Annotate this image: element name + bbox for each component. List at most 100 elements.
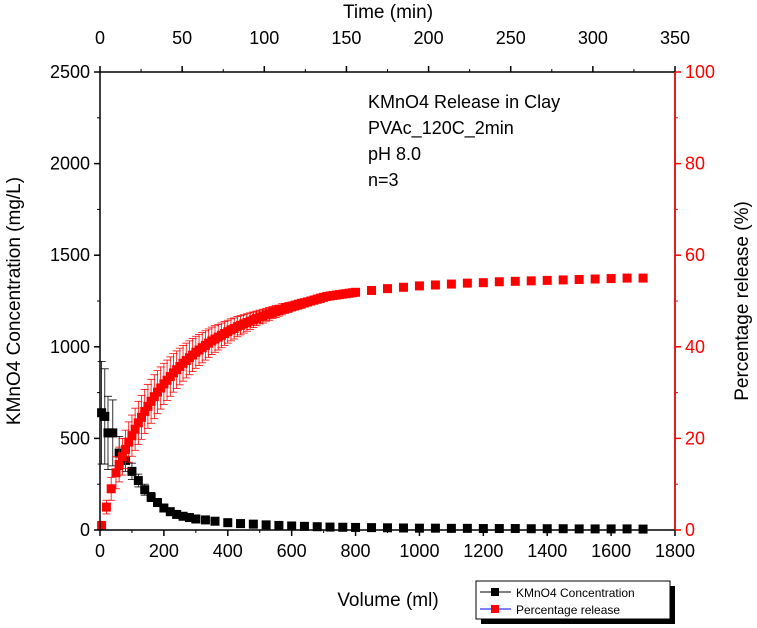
data-point	[430, 523, 440, 533]
y2-tick-label: 40	[685, 337, 705, 357]
y2-tick-label: 0	[685, 520, 695, 540]
y2-tick-label: 60	[685, 245, 705, 265]
data-point	[414, 281, 424, 291]
x-tick-label: 800	[341, 541, 371, 561]
legend-marker-concentration	[491, 588, 499, 596]
legend-marker-percentage	[491, 605, 499, 613]
y2-tick-label: 80	[685, 154, 705, 174]
x2-tick-label: 50	[172, 28, 192, 48]
data-point	[274, 520, 284, 530]
x2-tick-label: 100	[249, 28, 279, 48]
data-point	[178, 511, 188, 521]
x-axis-label: Volume (ml)	[337, 590, 438, 611]
data-point	[130, 424, 140, 434]
data-point	[590, 524, 600, 534]
data-point	[398, 282, 408, 292]
data-point	[287, 521, 297, 531]
data-point	[106, 484, 116, 494]
y-tick-label: 2500	[50, 62, 90, 82]
data-point	[367, 285, 377, 295]
annotation-line-2: PVAc_120C_2min	[368, 118, 514, 139]
data-point	[351, 522, 361, 532]
data-point	[184, 513, 194, 523]
data-point	[622, 273, 632, 283]
data-point	[430, 280, 440, 290]
x-tick-label: 600	[277, 541, 307, 561]
data-point	[462, 278, 472, 288]
x2-axis-label: Time (min)	[343, 2, 433, 23]
data-point	[312, 522, 322, 532]
data-point	[558, 275, 568, 285]
data-point	[478, 524, 488, 534]
data-point	[159, 503, 169, 513]
y-tick-label: 1000	[50, 337, 90, 357]
data-point	[510, 524, 520, 534]
y2-tick-label: 100	[685, 62, 715, 82]
data-point	[383, 284, 392, 294]
x2-tick-label: 200	[414, 28, 444, 48]
legend: KMnO4 Concentration Percentage release	[475, 580, 675, 624]
data-point	[325, 522, 335, 532]
data-point	[338, 522, 348, 532]
data-point	[542, 275, 552, 285]
y-axis-label: KMnO4 Concentration (mg/L)	[4, 177, 25, 425]
x-tick-label: 1000	[399, 541, 439, 561]
data-point	[510, 276, 520, 286]
data-point	[127, 431, 137, 441]
data-point	[558, 524, 568, 534]
data-point	[143, 401, 153, 411]
data-point	[248, 519, 258, 529]
data-point	[398, 523, 408, 533]
legend-label-concentration: KMnO4 Concentration	[516, 586, 635, 600]
data-point	[299, 521, 309, 531]
data-point	[638, 273, 648, 283]
data-point	[367, 523, 377, 533]
y-tick-label: 1500	[50, 245, 90, 265]
data-point	[101, 502, 111, 512]
x-tick-label: 0	[95, 541, 105, 561]
data-point	[153, 498, 162, 508]
x2-tick-label: 0	[95, 28, 105, 48]
data-point	[638, 524, 648, 534]
y2-axis-label: Percentage release (%)	[732, 201, 753, 401]
data-point	[97, 520, 107, 530]
data-point	[137, 412, 147, 422]
data-point	[133, 476, 143, 486]
data-point	[100, 411, 110, 421]
data-point	[223, 518, 233, 528]
annotation-line-1: KMnO4 Release in Clay	[368, 92, 560, 112]
x2-tick-label: 350	[660, 28, 690, 48]
data-point	[140, 485, 150, 495]
data-point	[117, 452, 127, 462]
y-tick-label: 500	[60, 428, 90, 448]
data-point	[172, 509, 182, 519]
x2-tick-label: 300	[578, 28, 608, 48]
data-point	[133, 418, 143, 428]
data-point	[383, 523, 392, 533]
data-point	[574, 274, 584, 284]
data-point	[622, 524, 632, 534]
data-point	[606, 274, 616, 284]
data-point	[146, 396, 156, 406]
data-point	[414, 523, 424, 533]
series-concentration	[97, 361, 648, 534]
x-tick-label: 1200	[463, 541, 503, 561]
data-point	[574, 524, 584, 534]
data-point	[236, 519, 246, 529]
x-tick-label: 200	[149, 541, 179, 561]
data-point	[478, 278, 488, 288]
data-point	[351, 287, 361, 297]
data-point	[606, 524, 616, 534]
data-point	[165, 507, 175, 517]
data-point	[103, 428, 113, 438]
series-percentage	[97, 273, 648, 530]
x-tick-label: 1800	[655, 541, 695, 561]
data-point	[111, 468, 121, 478]
data-point	[526, 524, 536, 534]
data-point	[494, 524, 504, 534]
y-tick-label: 2000	[50, 154, 90, 174]
data-point	[124, 437, 134, 447]
x2-tick-label: 150	[331, 28, 361, 48]
y-tick-label: 0	[80, 520, 90, 540]
